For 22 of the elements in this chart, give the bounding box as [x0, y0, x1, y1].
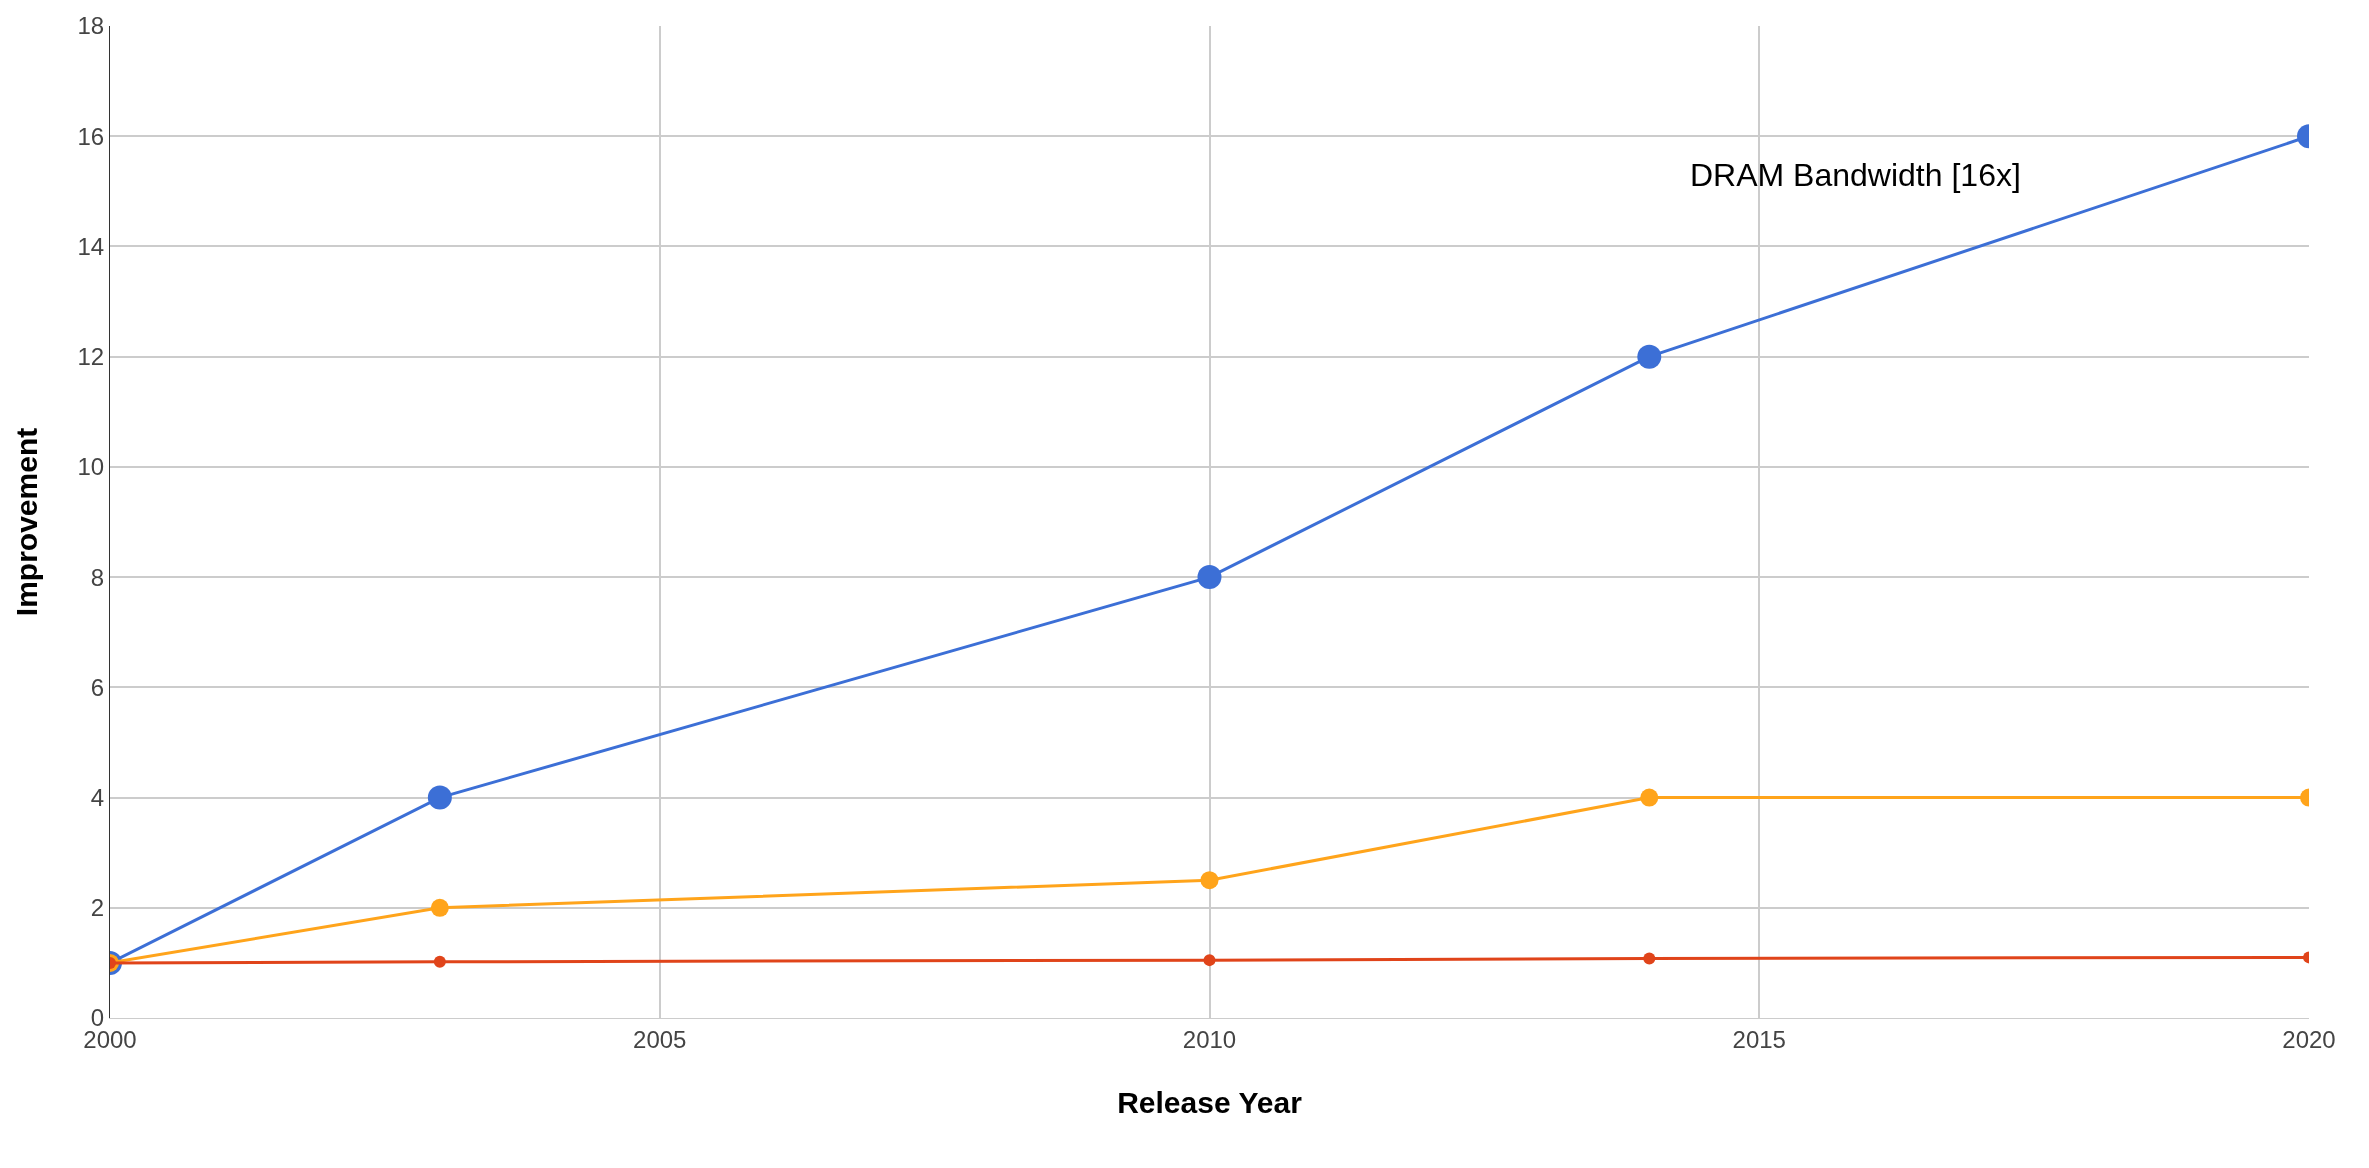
y-tick-label: 14: [77, 232, 105, 260]
point: [1637, 344, 1662, 369]
x-tick-label: 2010: [1182, 1025, 1237, 1053]
y-tick-label: 2: [90, 894, 105, 922]
point: [1200, 871, 1219, 890]
point: [1643, 952, 1656, 965]
point: [1203, 954, 1216, 967]
y-tick-label: 12: [77, 343, 105, 371]
y-tick-label: 4: [90, 783, 105, 811]
x-tick-label: 2020: [2282, 1025, 2336, 1053]
x-tick-label: 2005: [633, 1025, 687, 1053]
x-axis-title: Release Year: [1117, 1086, 1303, 1120]
annotation: DRAM Bandwidth [16x]: [1690, 157, 2021, 193]
x-tick-label: 2015: [1732, 1025, 1786, 1053]
y-tick-label: 18: [77, 12, 105, 40]
y-tick-label: 8: [90, 563, 105, 591]
y-tick-label: 10: [77, 453, 105, 481]
y-tick-label: 6: [90, 673, 105, 701]
y-axis-title: Improvement: [10, 427, 44, 617]
y-tick-label: 16: [77, 122, 105, 150]
point: [1640, 788, 1659, 807]
point: [1197, 565, 1222, 590]
